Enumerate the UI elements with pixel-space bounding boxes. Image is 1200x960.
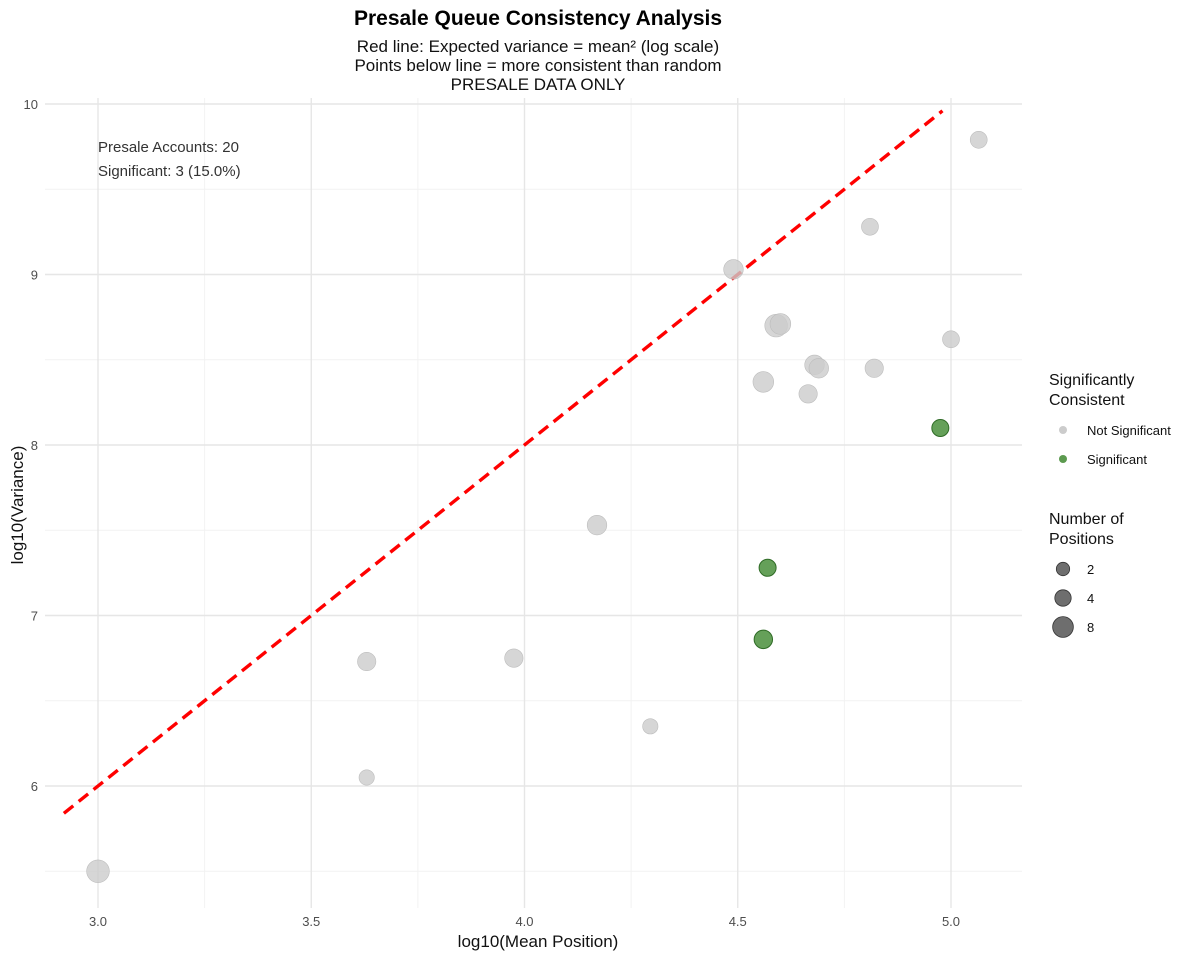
legend-color-title-line-1: Significantly <box>1049 372 1134 389</box>
chart-subtitle-line-3: PRESALE DATA ONLY <box>451 75 626 94</box>
legend-size-key-4 <box>1054 589 1072 607</box>
y-tick-label: 8 <box>31 438 38 453</box>
data-points <box>86 131 988 883</box>
data-point-not-significant <box>798 384 818 404</box>
legend-size-title-line-1: Number of <box>1049 511 1124 528</box>
chart-subtitle-line-2: Points below line = more consistent than… <box>354 56 721 75</box>
legend-color: Significantly Consistent Not Significant… <box>1049 372 1171 467</box>
data-point-not-significant <box>504 648 524 668</box>
legend-size: Number of Positions 2 4 8 <box>1049 511 1124 638</box>
legend-key-significant <box>1059 455 1067 463</box>
reference-line-group <box>62 109 944 815</box>
legend-size-key-8 <box>1052 616 1074 638</box>
data-point-significant <box>758 558 777 577</box>
y-tick-label: 7 <box>31 609 38 624</box>
x-axis-label: log10(Mean Position) <box>458 932 619 951</box>
legend-size-label-8: 8 <box>1087 620 1094 635</box>
data-point-significant <box>931 418 950 437</box>
data-point-significant <box>753 629 774 650</box>
data-point-not-significant <box>586 515 608 536</box>
chart-subtitle-line-1: Red line: Expected variance = mean² (log… <box>357 37 719 56</box>
data-point-not-significant <box>769 313 792 335</box>
data-point-not-significant <box>864 358 884 378</box>
y-axis-label: log10(Variance) <box>8 446 27 565</box>
data-point-not-significant <box>642 718 659 735</box>
y-tick-label: 10 <box>24 97 38 112</box>
y-tick-label: 9 <box>31 268 38 283</box>
minor-gridlines <box>45 98 1022 908</box>
x-tick-label: 4.5 <box>729 914 747 929</box>
x-tick-label: 3.0 <box>89 914 107 929</box>
data-point-not-significant <box>723 259 744 280</box>
legend-size-key-2 <box>1055 561 1071 577</box>
annotation-significant-count: Significant: 3 (15.0%) <box>98 163 241 180</box>
major-gridlines <box>45 98 1022 908</box>
data-point-not-significant <box>861 217 879 236</box>
reference-line <box>62 109 944 815</box>
annotation-presale-accounts: Presale Accounts: 20 <box>98 139 239 156</box>
x-tick-label: 3.5 <box>302 914 320 929</box>
y-axis-ticks: 6 7 8 9 10 <box>24 97 38 794</box>
legend-label-not-significant: Not Significant <box>1087 423 1171 438</box>
legend-label-significant: Significant <box>1087 452 1147 467</box>
x-axis-ticks: 3.0 3.5 4.0 4.5 5.0 <box>89 914 960 929</box>
chart-title: Presale Queue Consistency Analysis <box>354 7 722 30</box>
data-point-not-significant <box>357 652 377 672</box>
data-point-not-significant <box>969 131 988 149</box>
legend-key-not-significant <box>1059 426 1067 434</box>
data-point-not-significant <box>86 859 110 883</box>
data-point-not-significant <box>752 371 775 393</box>
legend-size-title-line-2: Positions <box>1049 531 1114 548</box>
legend-size-label-2: 2 <box>1087 562 1094 577</box>
x-tick-label: 4.0 <box>515 914 533 929</box>
data-point-not-significant <box>358 769 375 786</box>
x-tick-label: 5.0 <box>942 914 960 929</box>
data-point-not-significant <box>942 330 960 349</box>
legend-size-label-4: 4 <box>1087 591 1094 606</box>
data-point-not-significant <box>808 358 829 379</box>
legend-color-title-line-2: Consistent <box>1049 392 1125 409</box>
y-tick-label: 6 <box>31 779 38 794</box>
